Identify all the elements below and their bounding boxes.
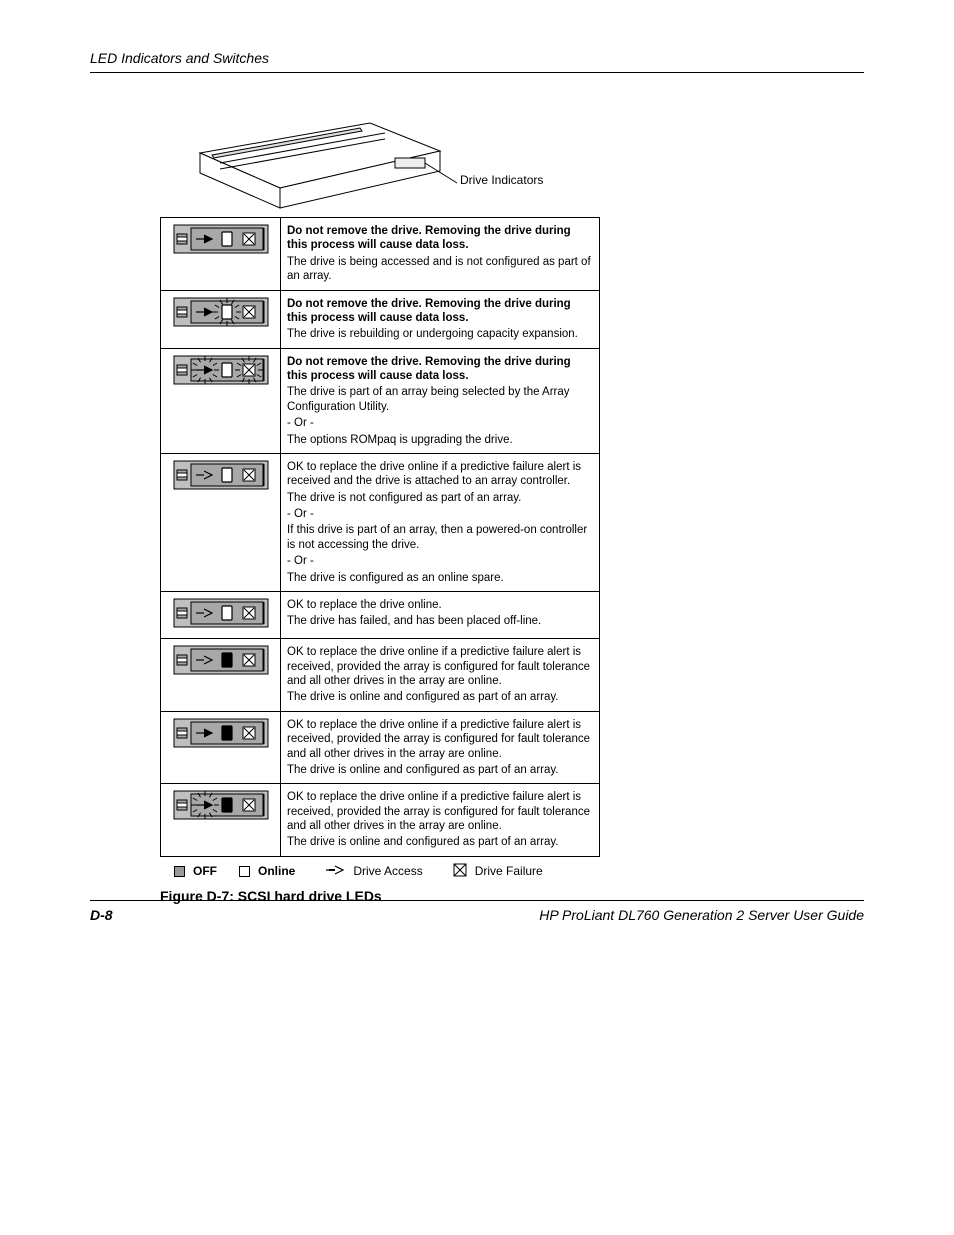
description-text: OK to replace the drive online if a pred…: [287, 718, 593, 761]
description-text: The drive is rebuilding or undergoing ca…: [287, 327, 593, 341]
legend-failure-label: Drive Failure: [475, 864, 543, 878]
description-cell: Do not remove the drive. Removing the dr…: [281, 348, 600, 453]
table-row: OK to replace the drive online if a pred…: [161, 453, 600, 591]
callout-drive-indicators: Drive Indicators: [460, 173, 543, 187]
description-text: - Or -: [287, 554, 593, 568]
led-panel-cell: [161, 453, 281, 591]
led-panel-cell: [161, 218, 281, 291]
page-number: D-8: [90, 907, 113, 923]
led-panel-cell: [161, 290, 281, 348]
description-text: The drive is configured as an online spa…: [287, 571, 593, 585]
warning-text: Do not remove the drive. Removing the dr…: [287, 355, 593, 384]
drive-svg: [160, 103, 460, 213]
table-row: OK to replace the drive online if a pred…: [161, 784, 600, 857]
description-cell: Do not remove the drive. Removing the dr…: [281, 218, 600, 291]
legend-off-swatch: [174, 866, 185, 877]
table-row: Do not remove the drive. Removing the dr…: [161, 348, 600, 453]
running-header: LED Indicators and Switches: [90, 50, 864, 73]
legend-online-swatch: [239, 866, 250, 877]
led-panel-cell: [161, 784, 281, 857]
description-text: The drive is online and configured as pa…: [287, 690, 593, 704]
legend-access-label: Drive Access: [353, 864, 422, 878]
description-text: The drive is being accessed and is not c…: [287, 255, 593, 284]
led-table: Do not remove the drive. Removing the dr…: [160, 217, 600, 857]
doc-title: HP ProLiant DL760 Generation 2 Server Us…: [539, 907, 864, 923]
legend-off-label: OFF: [193, 864, 217, 878]
legend-failure-icon: [453, 863, 467, 880]
description-text: The drive is online and configured as pa…: [287, 763, 593, 777]
description-text: OK to replace the drive online if a pred…: [287, 645, 593, 688]
figure: Drive Indicators Do not remove the drive…: [160, 103, 600, 904]
led-panel-icon: [173, 598, 269, 632]
description-cell: OK to replace the drive online if a pred…: [281, 784, 600, 857]
led-panel-icon: [173, 460, 269, 494]
description-text: - Or -: [287, 507, 593, 521]
description-cell: OK to replace the drive online if a pred…: [281, 639, 600, 712]
description-text: OK to replace the drive online if a pred…: [287, 460, 593, 489]
led-panel-cell: [161, 711, 281, 784]
page-footer: D-8 HP ProLiant DL760 Generation 2 Serve…: [90, 900, 864, 923]
description-cell: OK to replace the drive online if a pred…: [281, 453, 600, 591]
led-panel-cell: [161, 639, 281, 712]
description-text: - Or -: [287, 416, 593, 430]
description-cell: OK to replace the drive online. The drive…: [281, 591, 600, 638]
table-row: OK to replace the drive online. The drive…: [161, 591, 600, 638]
led-panel-icon: [173, 718, 269, 752]
led-panel-icon: [173, 297, 269, 331]
led-panel-cell: [161, 591, 281, 638]
led-panel-cell: [161, 348, 281, 453]
description-text: The drive has failed, and has been place…: [287, 614, 593, 628]
warning-text: Do not remove the drive. Removing the dr…: [287, 224, 593, 253]
led-panel-icon: [173, 790, 269, 824]
description-text: The drive is not configured as part of a…: [287, 491, 593, 505]
description-cell: OK to replace the drive online if a pred…: [281, 711, 600, 784]
legend: OFF Online Drive Access Drive Failure: [160, 863, 600, 880]
legend-access-icon: [325, 864, 345, 879]
table-row: OK to replace the drive online if a pred…: [161, 639, 600, 712]
description-cell: Do not remove the drive. Removing the dr…: [281, 290, 600, 348]
description-text: The drive is online and configured as pa…: [287, 835, 593, 849]
description-text: OK to replace the drive online if a pred…: [287, 790, 593, 833]
warning-text: Do not remove the drive. Removing the dr…: [287, 297, 593, 326]
drive-illustration: Drive Indicators: [160, 103, 600, 213]
table-row: OK to replace the drive online if a pred…: [161, 711, 600, 784]
description-text: The options ROMpaq is upgrading the driv…: [287, 433, 593, 447]
description-text: The drive is part of an array being sele…: [287, 385, 593, 414]
led-panel-icon: [173, 355, 269, 389]
description-text: OK to replace the drive online.: [287, 598, 593, 612]
led-panel-icon: [173, 224, 269, 258]
table-row: Do not remove the drive. Removing the dr…: [161, 218, 600, 291]
table-row: Do not remove the drive. Removing the dr…: [161, 290, 600, 348]
description-text: If this drive is part of an array, then …: [287, 523, 593, 552]
led-panel-icon: [173, 645, 269, 679]
legend-online-label: Online: [258, 864, 295, 878]
